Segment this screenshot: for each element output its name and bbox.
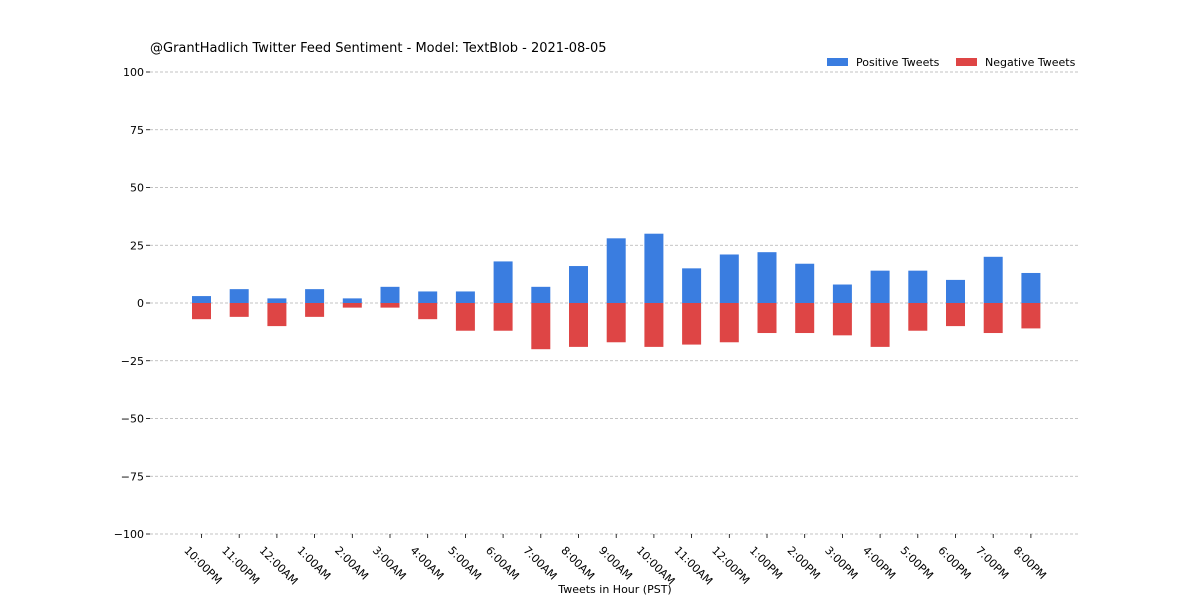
bar-positive (795, 263, 815, 303)
bar-negative (455, 303, 475, 331)
bar-positive (946, 279, 965, 303)
y-tick-label: 100 (123, 66, 144, 79)
bar-negative (908, 303, 928, 331)
y-tick-label: 0 (137, 297, 144, 310)
bar-negative (305, 303, 325, 317)
bar-positive (418, 291, 438, 303)
x-axis-label: Tweets in Hour (PST) (557, 583, 671, 596)
x-tick-label: 9:00AM (596, 544, 635, 583)
bar-negative (192, 303, 211, 320)
x-tick-label: 10:00AM (634, 544, 678, 588)
bar-positive (832, 284, 852, 303)
bar-negative (682, 303, 702, 345)
bar-negative (342, 303, 362, 308)
x-tick-label: 5:00PM (898, 544, 936, 582)
y-tick-label: 75 (130, 124, 144, 137)
bar-negative (569, 303, 588, 347)
bar-negative (380, 303, 400, 308)
bar-positive (1021, 272, 1041, 303)
bar-positive (870, 270, 890, 303)
bar-positive (682, 268, 702, 303)
chart-title: @GrantHadlich Twitter Feed Sentiment - M… (150, 41, 607, 56)
legend-label-negative: Negative Tweets (985, 56, 1076, 69)
x-tick-label: 6:00AM (483, 544, 522, 583)
x-tick-label: 8:00PM (1011, 544, 1049, 582)
x-tick-label: 3:00AM (370, 544, 409, 583)
x-tick-label: 1:00AM (294, 544, 333, 583)
bar-positive (192, 296, 211, 303)
bar-positive (267, 298, 287, 303)
x-tick-label: 3:00PM (822, 544, 860, 582)
x-tick-label: 12:00PM (709, 544, 752, 587)
x-tick-label: 4:00PM (860, 544, 898, 582)
bar-positive (305, 289, 325, 303)
bar-positive (908, 270, 928, 303)
legend: Positive Tweets Negative Tweets (827, 56, 1076, 69)
y-axis: 100 75 50 25 0 −25 −50 −75 −100 (114, 66, 150, 541)
legend-swatch-negative (956, 58, 977, 66)
bar-negative (946, 303, 965, 327)
bar-negative (644, 303, 664, 347)
y-tick-label: 25 (130, 239, 144, 252)
bar-positive (380, 286, 400, 303)
x-tick-label: 11:00AM (671, 544, 715, 588)
x-tick-label: 8:00AM (558, 544, 597, 583)
x-tick-label: 11:00PM (219, 544, 262, 587)
x-tick-label: 5:00AM (445, 544, 484, 583)
bar-positive (606, 238, 626, 303)
y-tick-label: −50 (121, 413, 144, 426)
bar-positive (342, 298, 362, 303)
bar-positive (455, 291, 475, 303)
x-tick-label: 4:00AM (408, 544, 447, 583)
y-tick-label: −100 (114, 528, 144, 541)
y-tick-label: −25 (121, 355, 144, 368)
x-tick-label: 10:00PM (181, 544, 224, 587)
bar-positive (983, 256, 1003, 303)
x-tick-label: 2:00AM (332, 544, 371, 583)
bar-negative (493, 303, 513, 331)
bars (192, 233, 1041, 350)
legend-label-positive: Positive Tweets (856, 56, 940, 69)
bar-negative (229, 303, 249, 317)
x-tick-label: 2:00PM (785, 544, 823, 582)
bar-negative (870, 303, 890, 347)
bar-negative (832, 303, 852, 336)
x-tick-label: 6:00PM (935, 544, 973, 582)
bar-negative (606, 303, 626, 343)
y-tick-label: 50 (130, 182, 144, 195)
bar-positive (229, 289, 249, 303)
x-tick-label: 7:00PM (973, 544, 1011, 582)
y-tick-label: −75 (121, 470, 144, 483)
bar-negative (719, 303, 739, 343)
bar-negative (757, 303, 777, 334)
bar-positive (757, 252, 777, 303)
x-tick-label: 1:00PM (747, 544, 785, 582)
bar-positive (493, 261, 513, 303)
bar-positive (531, 286, 551, 303)
x-tick-label: 7:00AM (521, 544, 560, 583)
bar-negative (418, 303, 438, 320)
bar-negative (267, 303, 287, 327)
bar-negative (983, 303, 1003, 334)
x-tick-label: 12:00AM (257, 544, 301, 588)
bar-positive (644, 233, 664, 303)
legend-swatch-positive (827, 58, 848, 66)
bar-negative (795, 303, 815, 334)
bar-negative (531, 303, 551, 350)
bar-positive (719, 254, 739, 303)
bar-negative (1021, 303, 1041, 329)
bar-positive (569, 266, 588, 303)
